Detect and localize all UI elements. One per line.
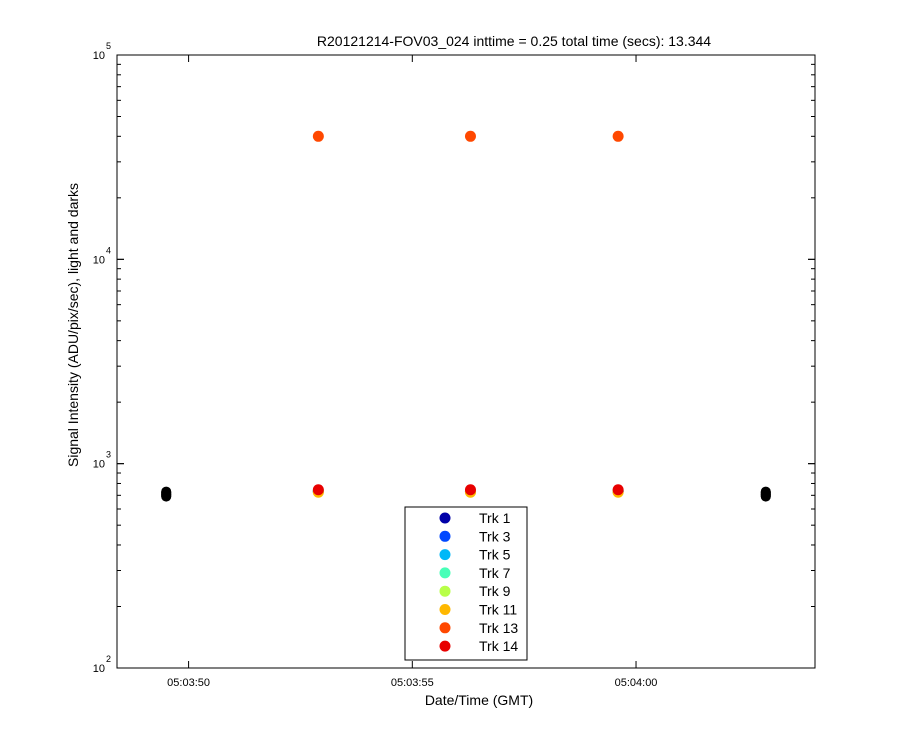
legend-marker	[439, 549, 451, 561]
legend-marker	[439, 622, 451, 634]
data-point	[612, 130, 624, 142]
data-points	[312, 130, 624, 498]
legend-marker	[439, 604, 451, 615]
legend-label: Trk 14	[479, 638, 518, 654]
y-tick-exponent: 2	[106, 654, 111, 664]
y-tick-exponent: 5	[106, 41, 111, 51]
legend-marker	[439, 585, 451, 597]
legend-marker	[439, 567, 451, 579]
legend-box	[404, 506, 528, 661]
data-point	[612, 484, 624, 496]
chart-title: R20121214-FOV03_024 inttime = 0.25 total…	[317, 33, 711, 49]
legend: Trk 1 Trk 3 Trk 5 Trk 7 Trk 9 Trk 11 Trk 13 Trk…	[404, 506, 528, 661]
dark-point	[161, 486, 172, 497]
x-tick-label: 05:04:00	[615, 677, 658, 689]
data-point	[464, 130, 476, 142]
data-point	[312, 484, 324, 496]
x-axis-label: Date/Time (GMT)	[425, 692, 533, 708]
y-tick-exponent: 4	[106, 245, 111, 255]
legend-label: Trk 11	[479, 602, 517, 618]
legend-label: Trk 3	[479, 528, 511, 544]
legend-label: Trk 5	[479, 547, 511, 563]
data-point	[464, 484, 476, 496]
axis-ticks	[117, 54, 815, 669]
legend-label: Trk 7	[479, 565, 511, 581]
legend-marker	[439, 512, 451, 524]
y-tick-label: 10	[93, 254, 105, 266]
legend-label: Trk 9	[479, 583, 511, 599]
y-tick-label: 10	[93, 459, 105, 471]
legend-marker	[439, 530, 451, 542]
data-point	[312, 130, 324, 142]
x-tick-label: 05:03:55	[391, 677, 434, 689]
legend-label: Trk 1	[479, 510, 511, 526]
y-tick-label: 10	[93, 50, 105, 62]
dark-points	[161, 486, 771, 502]
x-tick-labels: 05:03:50 05:03:55 05:04:00	[167, 677, 657, 689]
y-tick-exponent: 3	[106, 450, 111, 460]
dark-point	[760, 486, 771, 497]
y-tick-label: 10	[93, 663, 105, 675]
x-tick-label: 05:03:50	[167, 677, 210, 689]
legend-marker	[439, 640, 451, 652]
y-axis-label: Signal Intensity (ADU/pix/sec), light an…	[65, 183, 81, 467]
legend-label: Trk 13	[479, 620, 518, 636]
